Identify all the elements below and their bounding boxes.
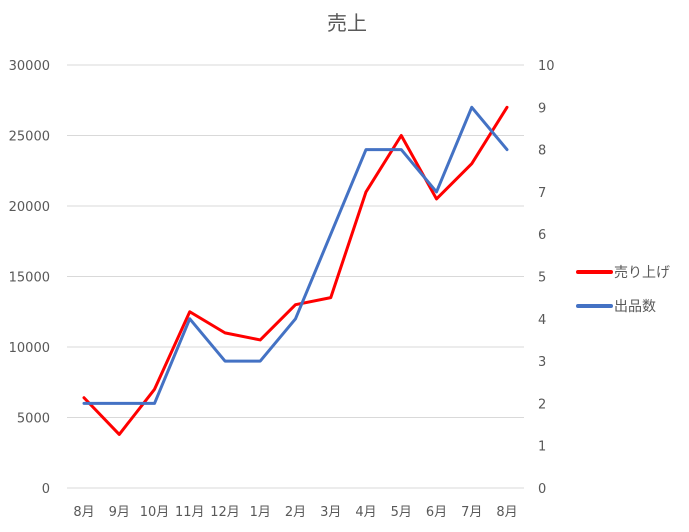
- left-axis-tick-label: 10000: [9, 341, 50, 356]
- x-axis-tick-label: 9月: [109, 505, 130, 520]
- x-axis-tick-label: 8月: [496, 505, 517, 520]
- right-axis-tick-label: 2: [538, 397, 546, 412]
- right-axis-tick-label: 3: [538, 355, 546, 370]
- series-line-1: [82, 105, 509, 436]
- right-axis-tick-label: 10: [538, 59, 555, 74]
- left-axis-tick-label: 30000: [9, 59, 50, 74]
- x-axis-tick-label: 8月: [73, 505, 94, 520]
- right-axis-tick-label: 9: [538, 101, 546, 116]
- x-axis-tick-label: 1月: [250, 505, 271, 520]
- chart-title: 売上: [327, 11, 367, 35]
- legend-label: 出品数: [614, 299, 656, 315]
- right-axis-tick-label: 8: [538, 144, 546, 159]
- right-axis-tick-label: 5: [538, 271, 546, 286]
- legend-label: 売り上げ: [614, 265, 670, 281]
- x-axis-tick-label: 12月: [210, 505, 240, 520]
- left-axis-tick-label: 15000: [9, 271, 50, 286]
- right-axis-tick-label: 0: [538, 482, 546, 497]
- x-axis-tick-label: 3月: [320, 505, 341, 520]
- right-axis-tick-label: 7: [538, 186, 546, 201]
- x-axis-ticks: 8月 9月 10月 11月 12月 1月 2月 3月 4月 5月 6月 7月 8月: [73, 505, 517, 520]
- left-axis-ticks: 0 5000 10000 15000 20000 25000 30000: [9, 59, 50, 497]
- series-lines: [82, 105, 509, 436]
- x-axis-tick-label: 5月: [391, 505, 412, 520]
- gridlines: [67, 64, 524, 489]
- right-axis-tick-label: 1: [538, 440, 546, 455]
- x-axis-tick-label: 6月: [426, 505, 447, 520]
- left-axis-tick-label: 25000: [9, 130, 50, 145]
- x-axis-tick-label: 10月: [140, 505, 170, 520]
- right-axis-tick-label: 4: [538, 313, 546, 328]
- series-line-2: [82, 105, 509, 405]
- left-axis-tick-label: 5000: [17, 412, 50, 427]
- x-axis-tick-label: 11月: [175, 505, 205, 520]
- x-axis-tick-label: 7月: [461, 505, 482, 520]
- x-axis-tick-label: 4月: [355, 505, 376, 520]
- x-axis-tick-label: 2月: [285, 505, 306, 520]
- right-axis-ticks: 0 1 2 3 4 5 6 7 8 9 10: [538, 59, 555, 497]
- right-axis-tick-label: 6: [538, 228, 546, 243]
- left-axis-tick-label: 20000: [9, 200, 50, 215]
- left-axis-tick-label: 0: [42, 482, 50, 497]
